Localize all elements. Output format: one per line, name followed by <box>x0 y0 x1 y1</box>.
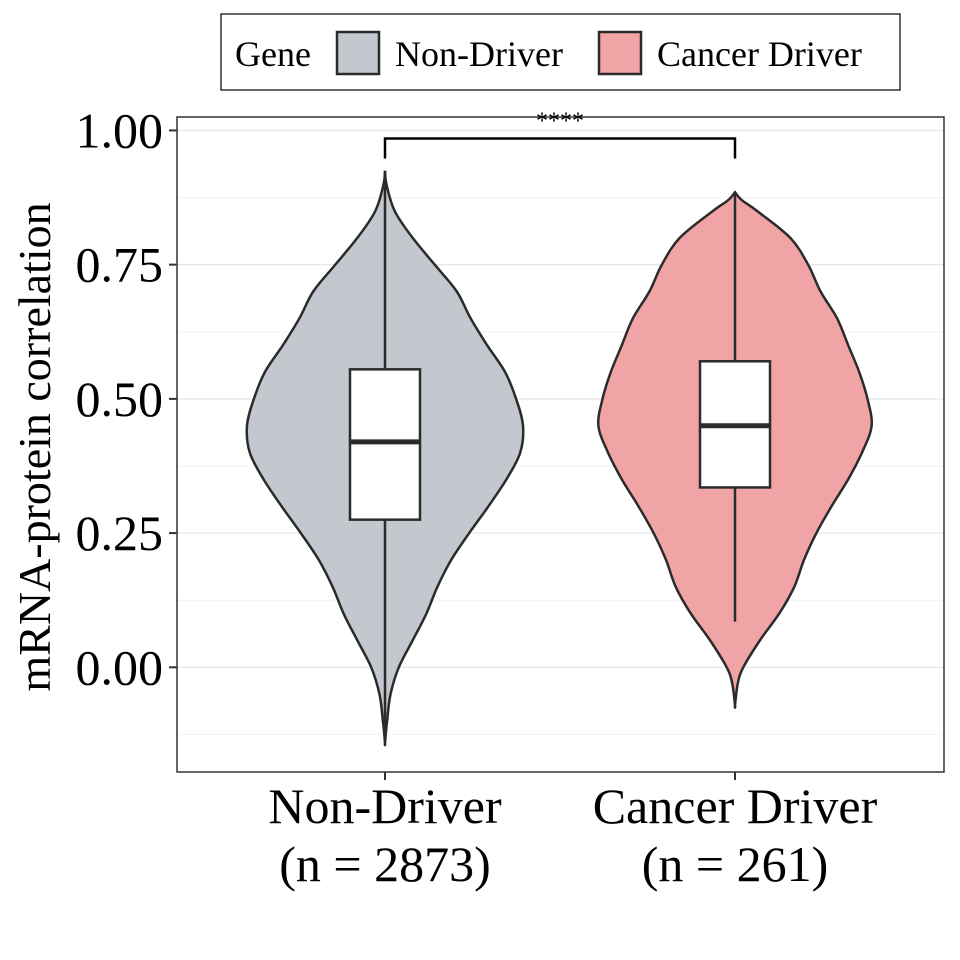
bracket-line <box>383 137 737 159</box>
y-tick-label: 0.00 <box>76 639 164 695</box>
y-tick-label: 1.00 <box>76 102 164 158</box>
x-tick-count-label: (n = 2873) <box>279 836 491 892</box>
violins <box>245 170 874 747</box>
legend-key-cancer-driver <box>597 30 643 76</box>
y-tick-label: 0.25 <box>76 505 164 561</box>
plot-panel: **** <box>176 108 945 773</box>
significance-bracket: **** <box>383 108 737 159</box>
legend-key-non-driver <box>335 30 381 76</box>
x-axis: Non-Driver(n = 2873) Cancer Driver(n = 26… <box>268 772 878 892</box>
legend-label-non-driver: Non-Driver <box>395 34 563 74</box>
boxplots <box>348 170 772 743</box>
significance-label: **** <box>536 108 584 134</box>
y-axis: 0.00 0.25 0.50 0.75 1.00 <box>76 102 177 695</box>
y-tick-label: 0.50 <box>76 371 164 427</box>
box-iqr <box>348 368 422 521</box>
y-axis-label: mRNA-protein correlation <box>9 202 60 691</box>
x-tick-count-label: (n = 261) <box>642 836 829 892</box>
legend: Gene Non-Driver Cancer Driver <box>220 13 901 91</box>
legend-title: Gene <box>235 34 311 74</box>
x-tick-label: Cancer Driver <box>593 778 878 834</box>
legend-box <box>220 13 901 91</box>
legend-label-cancer-driver: Cancer Driver <box>657 34 862 74</box>
panel-border <box>176 116 945 773</box>
x-tick-label: Non-Driver <box>268 778 502 834</box>
y-tick-label: 0.75 <box>76 237 164 293</box>
